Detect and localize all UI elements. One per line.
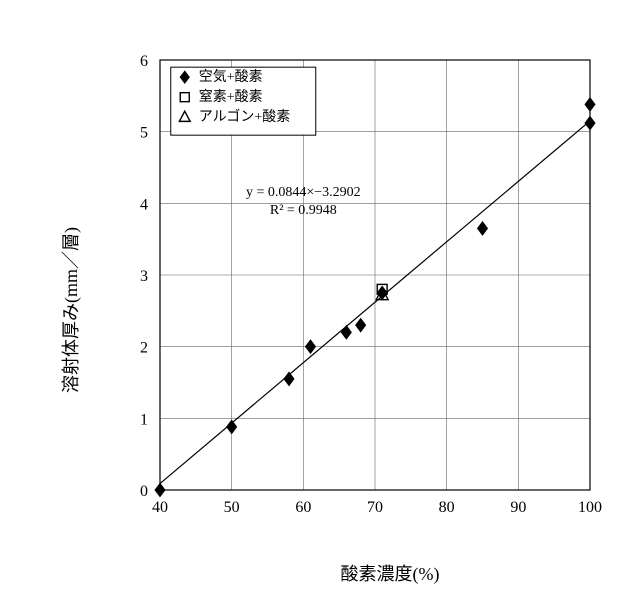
x-axis-label: 酸素濃度(%): [341, 560, 440, 586]
svg-text:80: 80: [439, 499, 455, 516]
svg-text:6: 6: [140, 53, 148, 70]
svg-text:アルゴン+酸素: アルゴン+酸素: [199, 108, 290, 125]
svg-text:窒素+酸素: 窒素+酸素: [199, 88, 263, 105]
svg-text:1: 1: [140, 411, 148, 428]
chart-container: 溶射体厚み(mm／層) 酸素濃度(%) 40506070809010001234…: [40, 20, 620, 560]
svg-text:空気+酸素: 空気+酸素: [199, 69, 263, 85]
svg-text:2: 2: [140, 340, 148, 357]
svg-text:5: 5: [140, 125, 148, 142]
svg-text:70: 70: [367, 499, 383, 516]
svg-text:60: 60: [295, 499, 311, 516]
svg-text:50: 50: [224, 499, 240, 516]
y-axis-label: 溶射体厚み(mm／層): [57, 227, 83, 393]
svg-text:100: 100: [578, 499, 602, 516]
svg-text:0: 0: [140, 483, 148, 500]
svg-text:40: 40: [152, 499, 168, 516]
svg-text:R² = 0.9948: R² = 0.9948: [270, 203, 337, 218]
svg-text:y = 0.0844×−3.2902: y = 0.0844×−3.2902: [246, 185, 361, 200]
scatter-chart: 40 50 60 70 80 90 100 0 1 2 3 4 5 6 y = 0.0844×−3.2902…: [40, 20, 620, 560]
svg-text:90: 90: [510, 499, 526, 516]
svg-text:4: 4: [140, 196, 148, 213]
svg-text:3: 3: [140, 268, 148, 285]
